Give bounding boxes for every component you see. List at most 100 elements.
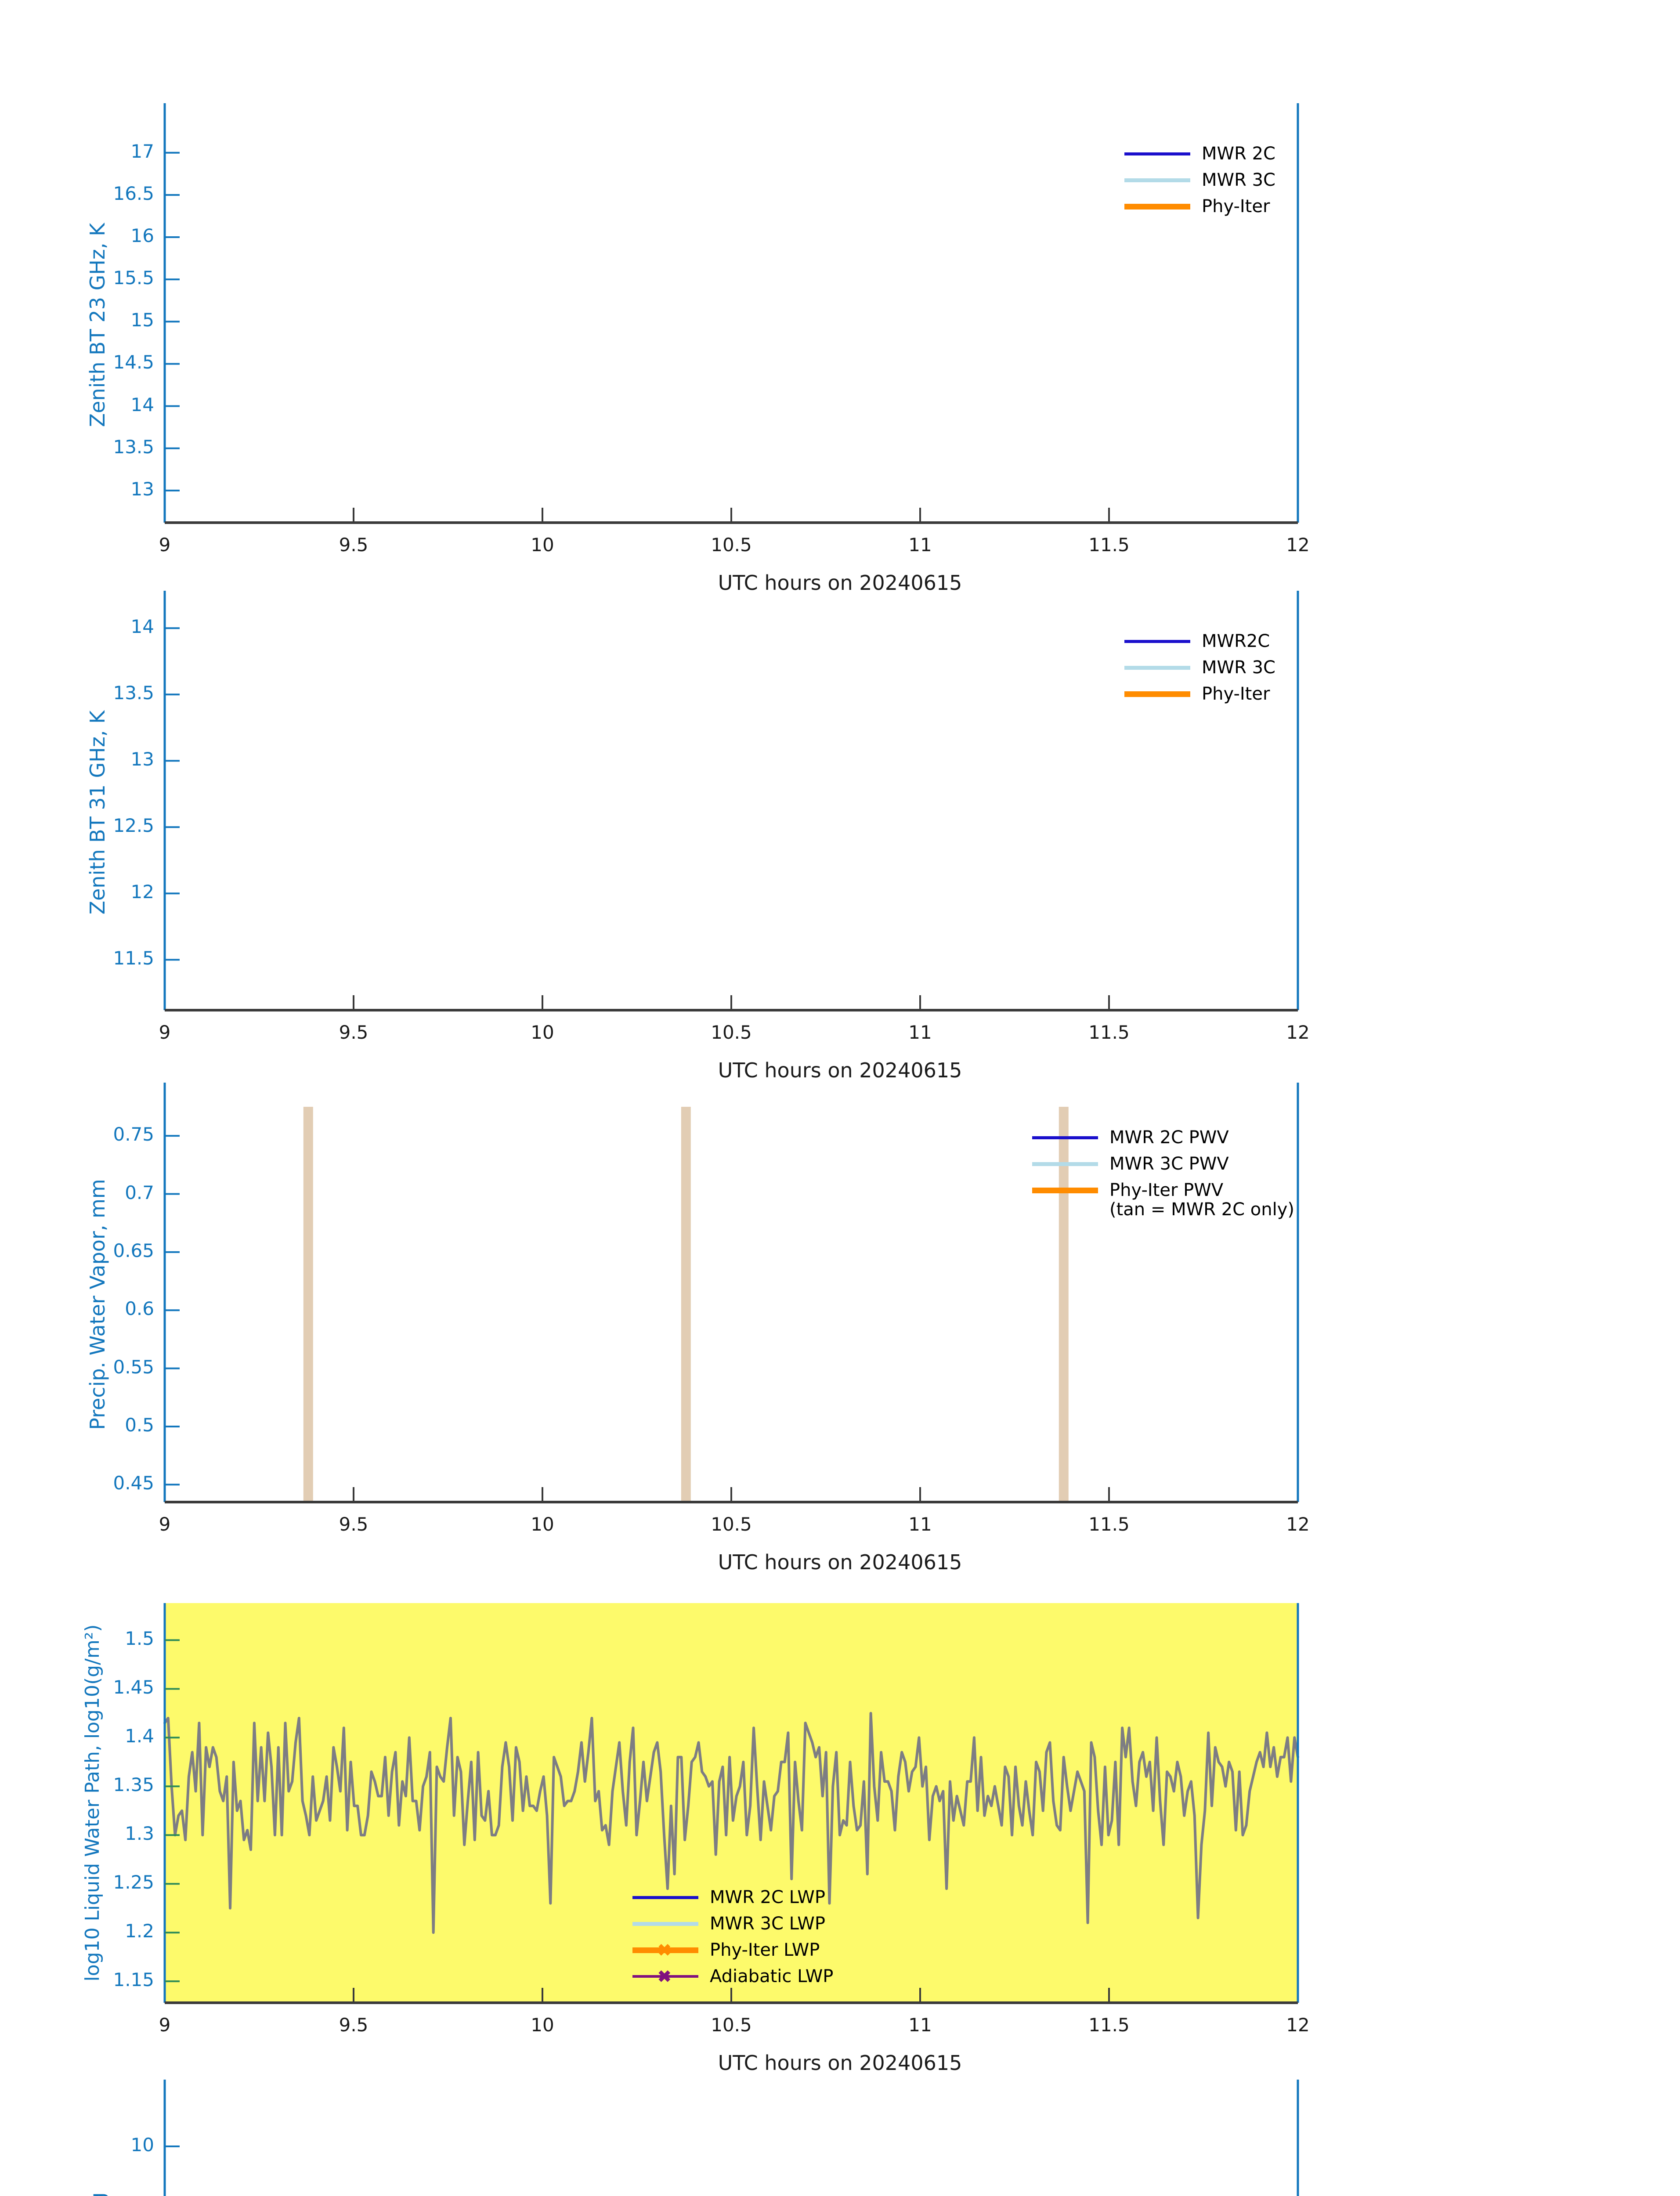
y-tick-label: 0.7	[125, 1181, 154, 1203]
y-tick-label: 1.45	[113, 1676, 154, 1698]
legend-item: MWR 3C LWP	[632, 1911, 833, 1937]
legend-swatch	[1032, 1187, 1098, 1193]
x-axis-label: UTC hours on 20240615	[718, 571, 962, 595]
legend-item: Phy-Iter PWV	[1032, 1177, 1294, 1203]
x-tick-label: 11.5	[1088, 1513, 1130, 1535]
legend-swatch	[632, 1922, 698, 1926]
legend-swatch	[632, 1896, 698, 1899]
legend-lwp: MWR 2C LWP MWR 3C LWP ✖ Phy-Iter LWP ✖ Adiaba…	[632, 1884, 833, 1990]
legend-swatch	[1124, 691, 1190, 697]
x-marker-icon: ✖	[657, 1967, 672, 1987]
series-lwp-trace	[163, 1712, 1299, 1934]
plot-background	[165, 1603, 1298, 2003]
x-tick-label: 11	[908, 1022, 932, 1043]
y-tick-label: 0.55	[113, 1356, 154, 1378]
x-tick-label: 11.5	[1088, 2014, 1130, 2036]
y-tick-label: 1.2	[125, 1920, 154, 1942]
y-axis-label: MWR Phy Iter DQ Flag	[86, 2192, 109, 2196]
x-tick-label: 12	[1286, 1513, 1310, 1535]
legend-item: MWR2C	[1124, 628, 1275, 654]
y-tick-label: 1.35	[113, 1774, 154, 1796]
x-axis-label: UTC hours on 20240615	[718, 2051, 962, 2075]
x-tick-label: 9.5	[339, 1022, 369, 1043]
legend-item: Phy-Iter	[1124, 193, 1275, 220]
y-tick-label: 1.5	[125, 1628, 154, 1650]
y-tick-label: 1.15	[113, 1969, 154, 1991]
y-tick-label: 0.5	[125, 1414, 154, 1436]
legend-swatch: ✖	[632, 1942, 698, 1959]
x-tick-label: 9	[159, 2014, 171, 2036]
legend-swatch	[1032, 1162, 1098, 1166]
legend-note: (tan = MWR 2C only)	[1109, 1199, 1294, 1220]
legend-swatch	[1124, 178, 1190, 182]
tan-marker-bar	[681, 1107, 691, 1502]
y-tick-label: 16	[130, 225, 154, 246]
legend-label: Phy-Iter	[1202, 684, 1270, 704]
legend-item: ✖ Phy-Iter LWP	[632, 1937, 833, 1963]
y-tick-label: 14.5	[113, 351, 154, 373]
y-tick-label: 0.45	[113, 1472, 154, 1494]
legend-label: Phy-Iter PWV	[1109, 1180, 1224, 1200]
x-tick-label: 10.5	[711, 534, 752, 556]
x-tick-label: 12	[1286, 2014, 1310, 2036]
y-tick-label: 14	[130, 394, 154, 415]
y-axis-label: log10 Liquid Water Path, log10(g/m²)	[81, 1624, 104, 1982]
y-tick-label: 13	[130, 748, 154, 770]
legend-label: MWR 2C PWV	[1109, 1127, 1229, 1148]
legend-swatch	[1124, 152, 1190, 155]
legend-label: MWR 3C PWV	[1109, 1154, 1229, 1174]
y-tick-label: 14	[130, 616, 154, 638]
y-tick-label: 10	[130, 2134, 154, 2156]
y-tick-label: 15.5	[113, 267, 154, 289]
legend-item: MWR 2C PWV	[1032, 1124, 1294, 1151]
tan-marker-bar	[1059, 1107, 1069, 1502]
y-tick-label: 13.5	[113, 436, 154, 458]
y-tick-label: 12	[130, 881, 154, 903]
y-tick-label: 13.5	[113, 682, 154, 704]
x-tick-label: 10.5	[711, 1022, 752, 1043]
x-tick-label: 10	[531, 2014, 554, 2036]
legend-label: Phy-Iter LWP	[710, 1940, 820, 1960]
legend-label: MWR 2C	[1202, 144, 1275, 164]
legend-label: MWR 2C LWP	[710, 1887, 825, 1907]
x-tick-label: 9.5	[339, 1513, 369, 1535]
legend-item: ✖ Adiabatic LWP	[632, 1963, 833, 1990]
legend-item: MWR 3C	[1124, 167, 1275, 193]
x-tick-label: 11	[908, 534, 932, 556]
legend-item: Phy-Iter	[1124, 681, 1275, 707]
y-tick-label: 0.75	[113, 1123, 154, 1145]
y-axis-label: Zenith BT 31 GHz, K	[86, 710, 109, 915]
legend-label: MWR 3C	[1202, 170, 1275, 190]
x-axis-label: UTC hours on 20240615	[718, 1550, 962, 1574]
x-tick-label: 9	[159, 1513, 171, 1535]
x-tick-label: 11.5	[1088, 534, 1130, 556]
y-tick-label: 0.65	[113, 1239, 154, 1261]
legend-label: MWR2C	[1202, 631, 1270, 651]
x-tick-label: 11.5	[1088, 1022, 1130, 1043]
x-tick-label: 11	[908, 1513, 932, 1535]
legend-swatch	[1124, 639, 1190, 643]
y-tick-label: 1.4	[125, 1725, 154, 1747]
x-tick-label: 10	[531, 1513, 554, 1535]
legend-item: MWR 3C	[1124, 654, 1275, 681]
y-tick-label: 12.5	[113, 815, 154, 837]
x-marker-icon: ✖	[657, 1940, 672, 1961]
y-axis-label: Zenith BT 23 GHz, K	[86, 223, 109, 427]
y-tick-label: 17	[130, 140, 154, 162]
y-axis-label: Precip. Water Vapor, mm	[86, 1179, 109, 1430]
legend-item: MWR 3C PWV	[1032, 1151, 1294, 1177]
x-tick-label: 10.5	[711, 1513, 752, 1535]
y-tick-label: 16.5	[113, 182, 154, 204]
legend-swatch	[1124, 665, 1190, 670]
x-tick-label: 10	[531, 534, 554, 556]
y-tick-label: 1.3	[125, 1823, 154, 1845]
y-tick-label: 11.5	[113, 947, 154, 969]
x-tick-label: 12	[1286, 534, 1310, 556]
